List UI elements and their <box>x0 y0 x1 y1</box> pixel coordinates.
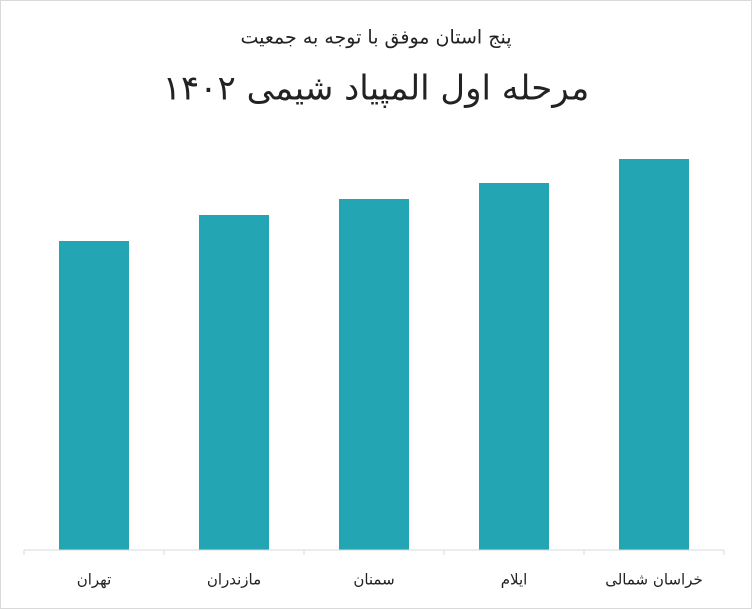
bar <box>339 199 409 550</box>
bar <box>199 215 269 550</box>
x-tick-label: تهران <box>77 571 112 589</box>
bar <box>619 159 689 550</box>
x-tick-label: سمنان <box>353 571 394 589</box>
chart-title: مرحله اول المپیاد شیمی ۱۴۰۲ <box>163 69 590 109</box>
x-tick-label: ایلام <box>501 571 528 589</box>
chart-subtitle: پنج استان موفق با توجه به جمعیت <box>241 27 512 49</box>
x-tick-label: مازندران <box>207 571 261 589</box>
x-tick-label: خراسان شمالی <box>605 571 703 589</box>
bar <box>59 241 129 550</box>
bar <box>479 183 549 550</box>
